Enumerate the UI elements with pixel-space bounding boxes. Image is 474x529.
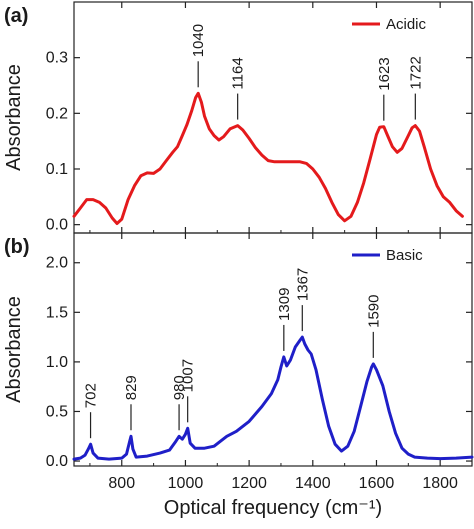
panel-2-annotation-label: 1367 xyxy=(294,268,311,301)
panel-2-ytick-label: 0.0 xyxy=(46,453,68,470)
panel-1-annotation-label: 1623 xyxy=(376,57,393,90)
panel-2-annotation-label: 829 xyxy=(123,375,140,400)
panel-1-ytick-label: 0.2 xyxy=(46,105,68,122)
panel-2-series-line xyxy=(72,335,474,461)
panel-2-ytick-label: 1.5 xyxy=(46,304,68,321)
panel-2-xtick-label: 1000 xyxy=(168,475,204,492)
panel-1-annotation-label: 1040 xyxy=(190,24,207,57)
panel-2-xtick-label: 800 xyxy=(108,475,135,492)
panel-1-legend-label: Acidic xyxy=(386,16,427,33)
panel-1-ylabel: Absorbance xyxy=(3,64,25,171)
panel-2-legend-label: Basic xyxy=(386,247,423,264)
panel-1-series-line xyxy=(72,91,464,225)
panel-1-frame xyxy=(73,1,473,234)
panel-2-ytick-label: 1.0 xyxy=(46,354,68,371)
panel-2-xtick-label: 1600 xyxy=(359,475,395,492)
panel-1-annotation-label: 1164 xyxy=(230,57,247,89)
panel-2-annotation-label: 980 xyxy=(171,375,188,400)
panel-2-annotation-label: 1590 xyxy=(365,295,382,328)
panel-1-ytick-label: 0.1 xyxy=(46,161,68,178)
panel-2-ylabel: Absorbance xyxy=(3,296,25,403)
panel-2-ytick-label: 0.5 xyxy=(46,403,68,420)
panel-1-ytick-label: 0.3 xyxy=(46,50,68,67)
panel-2-annotation-label: 1007 xyxy=(180,359,197,392)
panel-2-annotation-label: 1309 xyxy=(276,288,293,321)
panel-2-xtick-label: 1400 xyxy=(295,475,331,492)
panel-2-xlabel: Optical frequency (cm⁻¹) xyxy=(164,497,382,519)
panel-1-ytick-label: 0.0 xyxy=(46,217,68,234)
panel-2-panel-label: (b) xyxy=(4,236,30,258)
panel-1-annotation-label: 1722 xyxy=(407,56,424,89)
panel-2-annotation-label: 702 xyxy=(83,383,100,408)
panel-2-xtick-label: 1800 xyxy=(422,475,458,492)
panel-2-xtick-label: 1200 xyxy=(231,475,267,492)
panel-2-frame xyxy=(73,232,473,467)
panel-2-ytick-label: 2.0 xyxy=(46,255,68,272)
panel-1-panel-label: (a) xyxy=(4,5,28,27)
